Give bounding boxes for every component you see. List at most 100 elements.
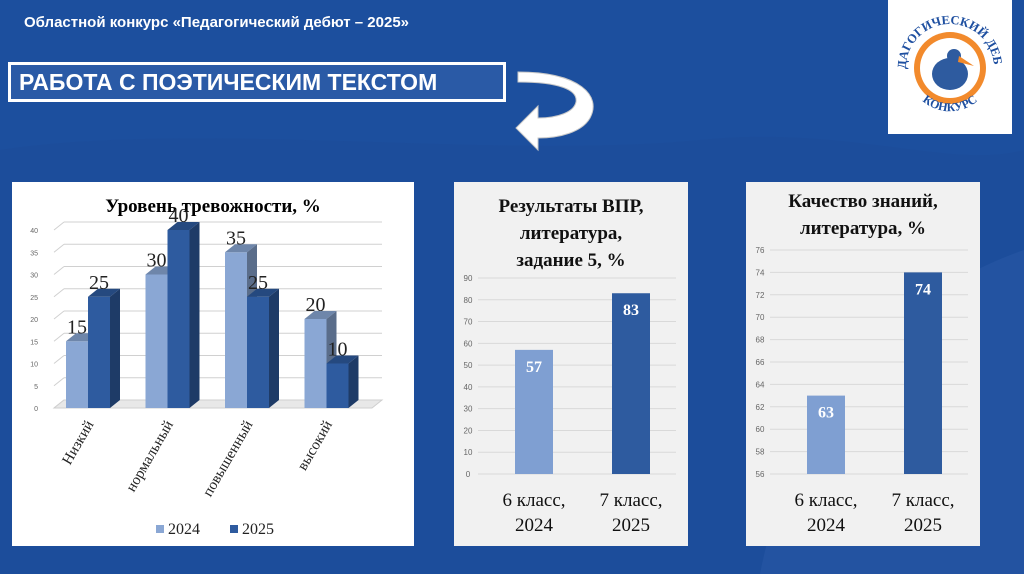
y-tick-label: 60: [464, 339, 473, 348]
data-label: 20: [306, 294, 326, 316]
bar-1: [904, 272, 942, 474]
data-label: 25: [89, 272, 109, 294]
legend-label: 2025: [242, 521, 274, 538]
y-tick-label: 5: [34, 384, 38, 391]
data-label: 35: [226, 227, 246, 249]
legend-swatch: [230, 525, 238, 533]
quality-chart: Качество знаний, литература, % 56 58 60 62 64 6…: [756, 191, 968, 536]
x-tick-label: высокий: [295, 418, 336, 473]
bar-top-2025-3: [326, 355, 359, 364]
y-tick-label: 20: [464, 426, 473, 435]
grid-line: [53, 243, 65, 253]
header-title: Областной конкурс «Педагогический дебют …: [24, 14, 410, 31]
y-tick-label: 72: [756, 291, 765, 300]
chart-title-line: литература, %: [800, 218, 926, 239]
grid-line: [53, 355, 65, 364]
x-tick-label: 2025: [612, 515, 650, 536]
bar-side-2025-3: [348, 355, 359, 408]
bar-0: [515, 349, 553, 474]
x-tick-label: 7 класс,: [891, 490, 954, 511]
section-banner-text: РАБОТА С ПОЭТИЧЕСКИМ ТЕКСТОМ: [11, 65, 503, 99]
y-tick-label: 58: [756, 448, 765, 457]
chart-title-line: задание 5, %: [516, 250, 625, 271]
y-tick-label: 35: [30, 250, 38, 257]
anxiety-chart: Уровень тревожности, %051015202530354015…: [30, 196, 384, 538]
grid-line: [53, 288, 65, 298]
anxiety-chart-panel: Уровень тревожности, % 0 5 10 15 20 25 30 35 40 15…: [12, 182, 414, 546]
chart-title-line: литература,: [520, 223, 623, 244]
contest-logo: ПЕДАГОГИЧЕСКИЙ ДЕБЮТ КОНКУРС: [881, 0, 1012, 134]
y-tick-label: 60: [756, 425, 765, 434]
quality-chart-panel: Качество знаний, литература, % 56 58 60 62 64 6…: [746, 182, 980, 546]
y-tick-label: 25: [30, 295, 38, 302]
y-tick-label: 70: [756, 313, 765, 322]
data-label: 30: [147, 250, 167, 272]
chart-title-line: Качество знаний,: [788, 191, 938, 212]
bar-top-2025-1: [167, 222, 200, 230]
chart-title-line: Результаты ВПР,: [499, 196, 644, 217]
bar-top-2024-3: [304, 311, 337, 319]
bar-2024-2: [225, 252, 247, 408]
data-label: 83: [623, 302, 639, 319]
data-label: 57: [526, 359, 542, 376]
y-tick-label: 15: [30, 339, 38, 346]
y-tick-label: 0: [34, 406, 38, 413]
bar-0: [807, 395, 845, 474]
vpr-chart: Результаты ВПР, литература, задание 5, % 0 1…: [464, 196, 676, 536]
grid-line: [53, 221, 65, 231]
y-tick-label: 74: [756, 268, 765, 277]
grid-line: [53, 266, 65, 275]
bar-side-2025-0: [110, 288, 120, 408]
y-tick-label: 30: [30, 273, 38, 280]
vpr-chart-panel: Результаты ВПР, литература, задание 5, % 0 1…: [454, 182, 688, 546]
y-tick-label: 76: [756, 246, 765, 255]
y-tick-label: 40: [30, 228, 38, 235]
section-banner: РАБОТА С ПОЭТИЧЕСКИМ ТЕКСТОМ: [8, 62, 506, 102]
x-tick-label: 2024: [515, 515, 554, 536]
chart-title: Уровень тревожности, %: [105, 196, 321, 217]
data-label: 63: [818, 405, 834, 422]
logo-bottom-text: КОНКУРС: [920, 92, 979, 114]
grid-line: [53, 332, 65, 342]
bar-side-2025-1: [189, 222, 200, 408]
y-tick-label: 20: [30, 317, 38, 324]
bar-1: [612, 293, 650, 474]
legend-swatch: [156, 525, 164, 533]
data-label: 15: [67, 316, 87, 338]
x-tick-label: повышенный: [200, 418, 256, 500]
bar-2024-0: [66, 341, 88, 408]
curved-arrow-icon: [515, 71, 594, 152]
bar-top-2025-0: [88, 288, 120, 297]
bar-top-2025-2: [247, 288, 279, 297]
bar-2025-3: [326, 363, 349, 408]
y-tick-label: 10: [464, 448, 473, 457]
grid-line: [53, 310, 65, 320]
y-tick-label: 66: [756, 358, 765, 367]
y-tick-label: 90: [464, 274, 473, 283]
y-tick-label: 0: [466, 470, 471, 479]
data-label: 74: [915, 281, 931, 298]
y-tick-label: 62: [756, 403, 765, 412]
bar-2025-1: [167, 230, 190, 408]
bar-2024-1: [145, 274, 168, 408]
legend-label: 2024: [168, 521, 200, 538]
y-tick-label: 70: [464, 318, 473, 327]
svg-text:КОНКУРС: КОНКУРС: [920, 92, 979, 114]
y-tick-label: 68: [756, 336, 765, 345]
data-label: 40: [169, 205, 189, 227]
x-tick-label: Низкий: [60, 418, 98, 468]
data-label: 25: [248, 272, 268, 294]
y-tick-label: 30: [464, 405, 473, 414]
bar-top-2024-2: [225, 244, 257, 253]
y-tick-label: 50: [464, 361, 473, 370]
y-tick-label: 80: [464, 296, 473, 305]
y-tick-label: 40: [464, 383, 473, 392]
y-tick-label: 64: [756, 380, 765, 389]
grid-line: [53, 377, 65, 387]
bar-2025-0: [88, 296, 110, 408]
y-tick-label: 56: [756, 470, 765, 479]
x-tick-label: 7 класс,: [599, 490, 662, 511]
x-tick-label: нормальный: [123, 418, 177, 495]
x-tick-label: 2024: [807, 515, 846, 536]
y-tick-label: 10: [30, 362, 38, 369]
